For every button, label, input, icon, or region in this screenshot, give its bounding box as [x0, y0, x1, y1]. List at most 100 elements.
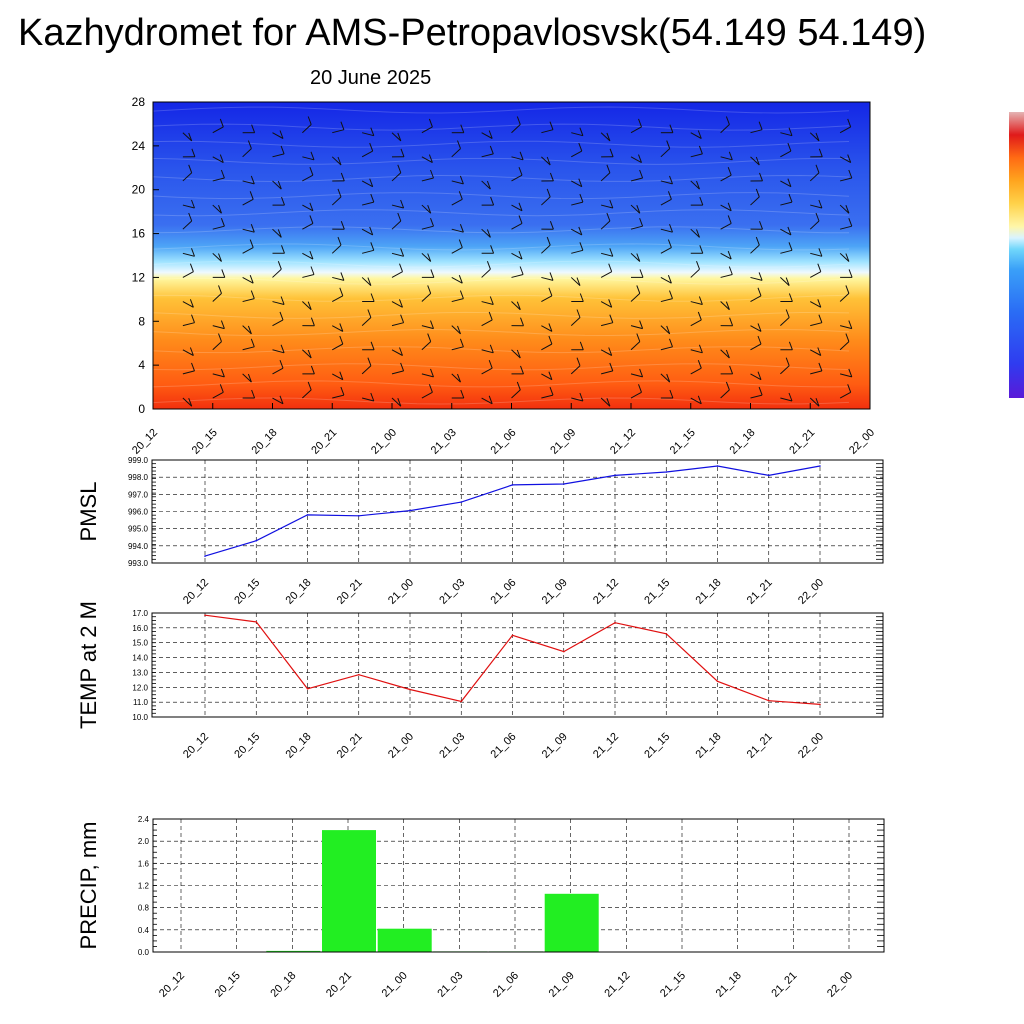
wind-barb-flag [340, 221, 345, 230]
wind-barb-flag [699, 245, 704, 254]
x-tick-label: 21_00 [386, 731, 416, 761]
wind-barb [391, 172, 402, 182]
wind-barb-flag [548, 371, 553, 380]
wind-barb-flag [727, 202, 732, 211]
wind-barb [630, 341, 641, 351]
wind-barb [511, 274, 524, 278]
wind-barb [242, 373, 252, 383]
wind-barb-flag [606, 212, 611, 222]
wind-barb-flag [725, 301, 730, 310]
wind-barb-flag [576, 277, 581, 286]
wind-barb-flag [309, 167, 314, 176]
temp-data-point [716, 680, 719, 683]
precip-y-axis-label: PRECIP, mm [76, 822, 101, 950]
wind-barb [571, 228, 583, 236]
wind-barb-flag [697, 130, 702, 139]
pmsl-data-point [358, 515, 360, 517]
wind-barb-flag [579, 193, 584, 203]
wind-barb [481, 132, 493, 139]
wind-barb [481, 367, 493, 375]
x-tick-label: 21_18 [694, 731, 724, 761]
wind-barb [451, 298, 464, 303]
x-tick-label: 20_18 [268, 970, 298, 1000]
x-tick-label: 21_03 [435, 970, 465, 1000]
wind-barb-flag [696, 180, 700, 190]
wind-barb-flag [280, 344, 285, 353]
wind-barb-flag [698, 296, 703, 305]
wind-barb-flag [310, 266, 315, 275]
wind-barb-flag [457, 140, 461, 149]
wind-barb [332, 394, 345, 399]
wind-barb-flag [578, 142, 583, 152]
x-tick-label: 21_12 [608, 427, 638, 457]
wind-barb [182, 397, 193, 407]
wind-barb-flag [639, 269, 644, 278]
wind-barb-flag [815, 398, 820, 407]
wind-barb [391, 370, 404, 375]
wind-barb [302, 301, 312, 311]
wind-barb-flag [818, 248, 823, 257]
wind-barb-flag [609, 248, 614, 257]
wind-barb-flag [427, 205, 432, 214]
x-tick-label: 20_18 [284, 731, 314, 761]
wind-barb [630, 225, 643, 230]
x-tick-label: 21_15 [642, 731, 672, 761]
x-tick-label: 20_12 [181, 731, 211, 761]
wind-barb-flag [457, 373, 461, 383]
wind-barb [212, 341, 222, 351]
x-tick-label: 21_09 [540, 577, 570, 607]
wind-barb-flag [817, 299, 822, 308]
wind-barb-flag [787, 178, 792, 187]
wind-barb [361, 180, 373, 188]
wind-barb [810, 301, 822, 308]
wind-barb [481, 268, 491, 278]
wind-barb [481, 301, 494, 305]
wind-barb [182, 132, 193, 142]
precip-panel: 0.0 0.4 0.8 1.2 1.6 2.0 2.4 20_12 20_15 20_18 20_2… [76, 815, 885, 1000]
wind-barb-flag [815, 132, 820, 142]
wind-barb [362, 201, 374, 206]
wind-barb-flag [638, 118, 642, 128]
wind-barb [421, 252, 432, 262]
wind-barb [780, 150, 792, 158]
wind-barb-flag [490, 245, 495, 254]
wind-barb-flag [609, 362, 614, 372]
wind-barb [780, 365, 790, 375]
y-tick-label: 0.0 [138, 948, 150, 957]
temp-data-point [409, 688, 411, 691]
temp-data-point [306, 688, 309, 690]
wind-barb [182, 370, 195, 375]
wind-barb-flag [667, 239, 672, 248]
wind-barb [331, 196, 342, 206]
wind-barb [391, 349, 403, 356]
pmsl-data-point [306, 514, 309, 516]
wind-barb [361, 317, 372, 327]
wind-barb-flag [516, 349, 521, 359]
wind-barb-flag [486, 229, 491, 238]
temp-data-point [204, 614, 206, 616]
wind-barb-flag [818, 314, 823, 323]
wind-barb [630, 204, 641, 214]
wind-barb [720, 389, 730, 399]
wind-barb-flag [219, 118, 224, 128]
temp-frame [151, 612, 884, 718]
wind-barb [511, 174, 523, 182]
wind-barb-flag [369, 226, 374, 236]
wind-barb-flag [729, 365, 734, 375]
wind-barb [601, 370, 613, 375]
wind-barb-flag [638, 154, 642, 163]
wind-barb-flag [725, 381, 730, 391]
wind-barb-flag [579, 392, 584, 402]
wind-barb-flag [310, 365, 315, 375]
wind-barb-flag [728, 266, 733, 275]
wind-barb-flag [606, 164, 611, 173]
wind-barb [630, 252, 641, 262]
contour-line [152, 328, 850, 337]
wind-barb [361, 365, 372, 375]
wind-barb [600, 220, 611, 230]
wind-barb-flag [788, 293, 793, 302]
wind-barb-flag [281, 196, 285, 206]
wind-barb-flag [486, 261, 491, 270]
wind-barb [362, 249, 374, 254]
wind-barb [750, 373, 762, 381]
